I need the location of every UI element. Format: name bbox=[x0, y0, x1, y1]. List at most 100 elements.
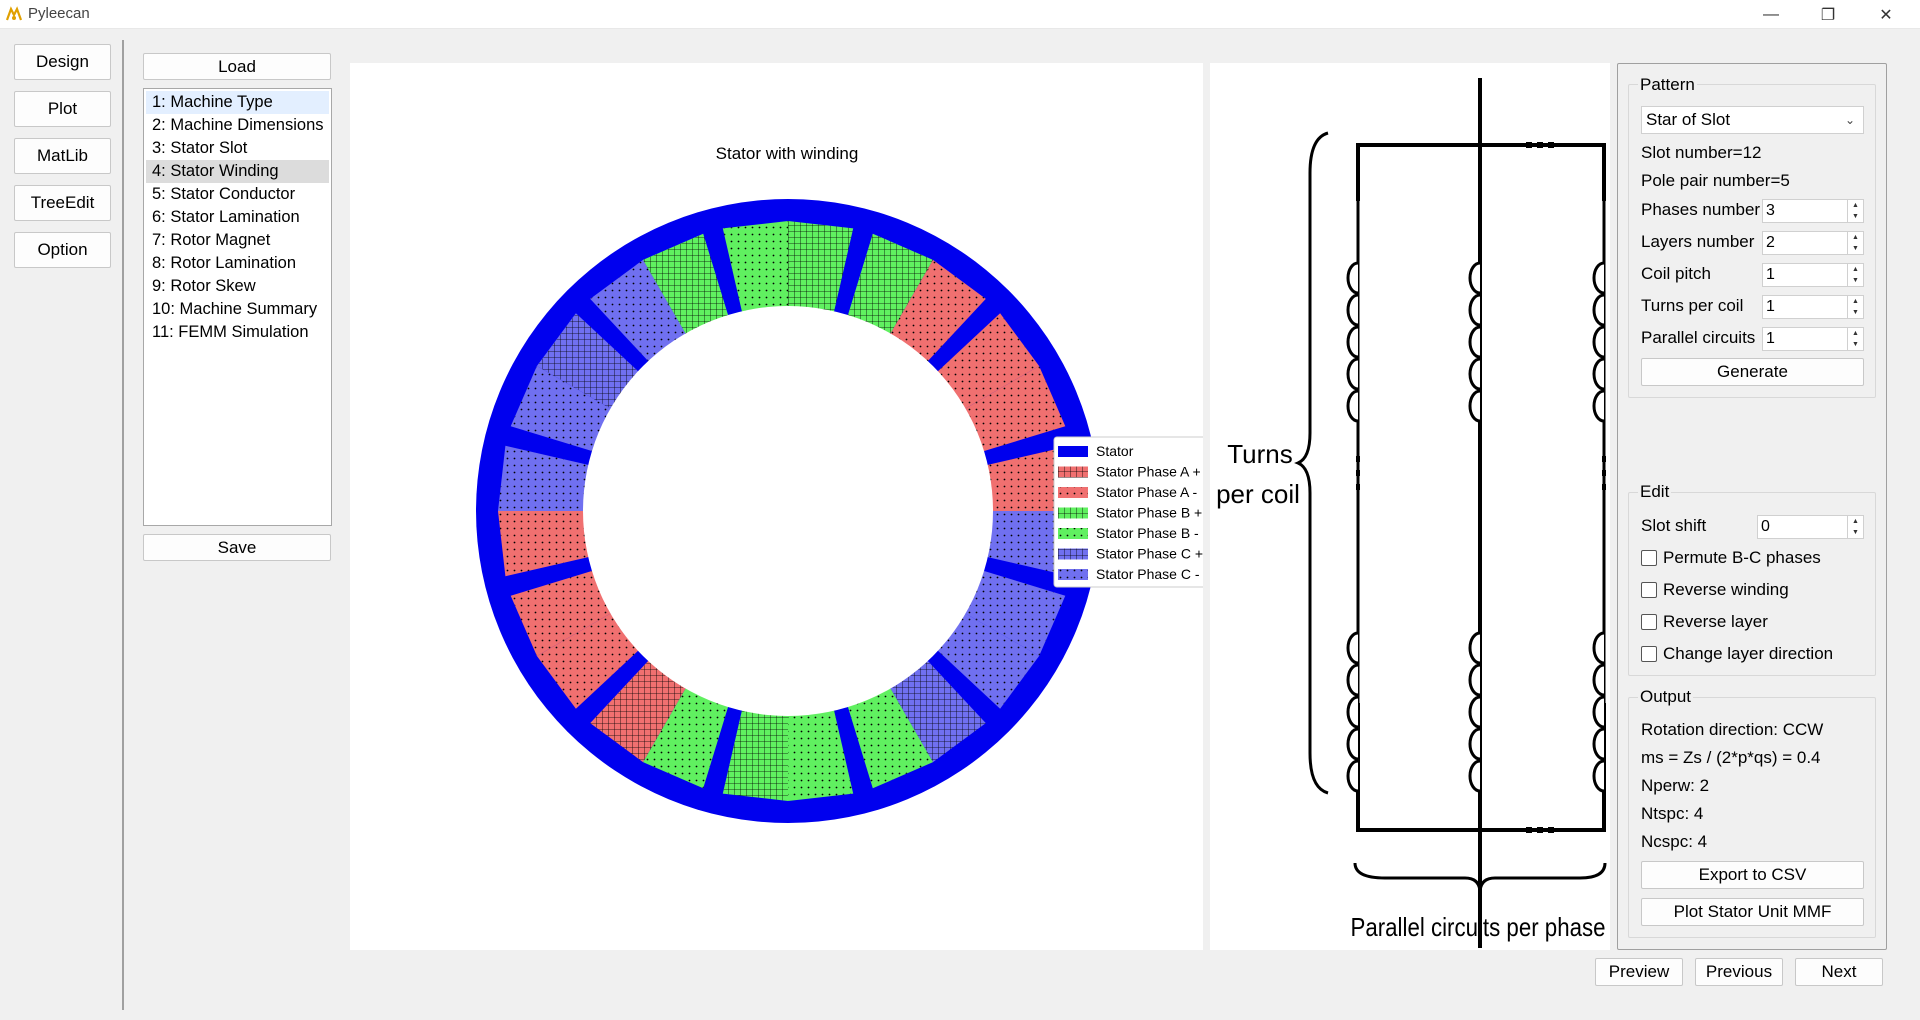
coil-turn bbox=[1468, 357, 1481, 391]
coil-turn bbox=[1346, 261, 1359, 295]
coil-turn bbox=[1592, 261, 1605, 295]
step-item-femm-simulation[interactable]: 11: FEMM Simulation bbox=[152, 323, 309, 341]
generate-button[interactable]: Generate bbox=[1641, 358, 1864, 386]
export-csv-button[interactable]: Export to CSV bbox=[1641, 861, 1864, 889]
step-item-rotor-magnet[interactable]: 7: Rotor Magnet bbox=[152, 231, 271, 249]
spin-down-icon[interactable]: ▼ bbox=[1852, 529, 1859, 536]
change-layer-direction-checkbox[interactable] bbox=[1641, 646, 1657, 662]
step-item-stator-conductor[interactable]: 5: Stator Conductor bbox=[152, 185, 296, 203]
spin-up-icon[interactable]: ▲ bbox=[1852, 330, 1859, 337]
coil-turn bbox=[1346, 759, 1359, 793]
slot-1-right-hatch bbox=[788, 221, 854, 317]
edit-group bbox=[1628, 492, 1876, 676]
coil-turn bbox=[1592, 663, 1605, 697]
spin-down-icon[interactable]: ▼ bbox=[1852, 277, 1859, 284]
plot-stator-mmf-button[interactable]: Plot Stator Unit MMF bbox=[1641, 898, 1864, 926]
continuation-dot bbox=[1478, 456, 1482, 462]
turns-per-coil-label: Turns per coil bbox=[1216, 439, 1300, 509]
design-button[interactable]: Design bbox=[14, 44, 111, 80]
parallel-circuit-diagram: Turns per coil Parallel circuits per phas… bbox=[1216, 78, 1607, 948]
slot-8-right-hatch bbox=[590, 657, 688, 763]
step-item-rotor-skew[interactable]: 9: Rotor Skew bbox=[152, 277, 256, 295]
spin-down-icon[interactable]: ▼ bbox=[1852, 309, 1859, 316]
plot-title: Stator with winding bbox=[716, 144, 859, 163]
option-button[interactable]: Option bbox=[14, 232, 111, 268]
close-button[interactable]: ✕ bbox=[1863, 0, 1909, 29]
slot-3-left-hatch bbox=[934, 313, 1040, 411]
spin-up-icon[interactable]: ▲ bbox=[1852, 266, 1859, 273]
layers-number-label: Layers number bbox=[1641, 232, 1755, 251]
pattern-type-value: Star of Slot bbox=[1646, 110, 1731, 129]
slot-11-left-hatch bbox=[510, 366, 615, 453]
title-bar: Pyleecan — ❐ ✕ bbox=[0, 0, 1920, 29]
coil-turn bbox=[1468, 261, 1481, 295]
spin-up-icon[interactable]: ▲ bbox=[1852, 298, 1859, 305]
step-item-machine-summary[interactable]: 10: Machine Summary bbox=[152, 300, 318, 318]
spin-up-icon[interactable]: ▲ bbox=[1852, 518, 1859, 525]
ncspc-text: Ncspc: 4 bbox=[1641, 832, 1708, 851]
coil-turn bbox=[1346, 357, 1359, 391]
coil-turn bbox=[1468, 293, 1481, 327]
continuation-dot bbox=[1602, 470, 1606, 476]
phases-number-spinbox[interactable]: 3 ▲ ▼ bbox=[1762, 199, 1864, 223]
step-item-machine-dimensions[interactable]: 2: Machine Dimensions bbox=[152, 116, 324, 134]
permute-bc-label: Permute B-C phases bbox=[1663, 548, 1821, 567]
step-item-stator-slot[interactable]: 3: Stator Slot bbox=[152, 139, 248, 157]
step-item-stator-lamination[interactable]: 6: Stator Lamination bbox=[152, 208, 300, 226]
pole-pair-text: Pole pair number=5 bbox=[1641, 171, 1790, 190]
step-item-machine-type[interactable]: 1: Machine Type bbox=[146, 91, 329, 114]
slot-number-text: Slot number=12 bbox=[1641, 143, 1762, 162]
permute-bc-checkbox[interactable] bbox=[1641, 550, 1657, 566]
coil-turn bbox=[1468, 389, 1481, 423]
pattern-type-select[interactable]: Star of Slot ⌄ bbox=[1641, 106, 1864, 134]
spin-up-icon[interactable]: ▲ bbox=[1852, 202, 1859, 209]
slot-2-left-hatch bbox=[846, 233, 933, 338]
reverse-winding-checkbox[interactable] bbox=[1641, 582, 1657, 598]
restore-button[interactable]: ❐ bbox=[1805, 0, 1851, 29]
plot-button[interactable]: Plot bbox=[14, 91, 111, 127]
spin-up-icon[interactable]: ▲ bbox=[1852, 234, 1859, 241]
restore-icon: ❐ bbox=[1820, 6, 1836, 24]
parallel-circuits-spinbox[interactable]: 1 ▲ ▼ bbox=[1762, 327, 1864, 351]
slots-group bbox=[498, 221, 1078, 801]
spin-down-icon[interactable]: ▼ bbox=[1852, 245, 1859, 252]
step-list[interactable]: 1: Machine Type 2: Machine Dimensions 3:… bbox=[143, 88, 332, 526]
coil-pitch-value: 1 bbox=[1766, 266, 1775, 283]
minimize-button[interactable]: — bbox=[1748, 0, 1794, 29]
spin-down-icon[interactable]: ▼ bbox=[1852, 341, 1859, 348]
nav-separator bbox=[122, 40, 124, 1010]
coil-turn bbox=[1468, 663, 1481, 697]
ms-text: ms = Zs / (2*p*qs) = 0.4 bbox=[1641, 748, 1821, 767]
save-button[interactable]: Save bbox=[143, 534, 331, 561]
coil-turn bbox=[1346, 695, 1359, 729]
reverse-layer-checkbox[interactable] bbox=[1641, 614, 1657, 630]
step-item-stator-winding[interactable]: 4: Stator Winding bbox=[146, 160, 329, 183]
preview-button[interactable]: Preview bbox=[1595, 958, 1683, 986]
continuation-dot bbox=[1356, 456, 1360, 462]
slot-12-right-hatch bbox=[643, 233, 730, 338]
load-button[interactable]: Load bbox=[143, 53, 331, 80]
coil-pitch-label: Coil pitch bbox=[1641, 264, 1711, 283]
coil-turn bbox=[1468, 325, 1481, 359]
slot-shift-value: 0 bbox=[1761, 518, 1770, 535]
winding-plot-panel: Stator with winding Stator Stator Phase A… bbox=[350, 63, 1223, 950]
matlib-button[interactable]: MatLib bbox=[14, 138, 111, 174]
parallel-circuits-label: Parallel circuits per phase bbox=[1351, 912, 1606, 942]
phases-number-value: 3 bbox=[1766, 202, 1775, 219]
layers-number-spinbox[interactable]: 2 ▲ ▼ bbox=[1762, 231, 1864, 255]
coil-turn bbox=[1592, 695, 1605, 729]
slot-5-right-hatch bbox=[934, 611, 1040, 709]
treeedit-button[interactable]: TreeEdit bbox=[14, 185, 111, 221]
previous-button[interactable]: Previous bbox=[1695, 958, 1783, 986]
turns-per-coil-value: 1 bbox=[1766, 298, 1775, 315]
slot-shift-spinbox[interactable]: 0 ▲ ▼ bbox=[1757, 515, 1864, 539]
next-button[interactable]: Next bbox=[1795, 958, 1883, 986]
slot-9-left-hatch bbox=[536, 611, 642, 709]
step-item-rotor-lamination[interactable]: 8: Rotor Lamination bbox=[152, 254, 296, 272]
continuation-dot bbox=[1478, 470, 1482, 476]
coil-turn bbox=[1346, 727, 1359, 761]
coil-pitch-spinbox[interactable]: 1 ▲ ▼ bbox=[1762, 263, 1864, 287]
spin-down-icon[interactable]: ▼ bbox=[1852, 213, 1859, 220]
turns-per-coil-spinbox[interactable]: 1 ▲ ▼ bbox=[1762, 295, 1864, 319]
continuation-dot bbox=[1602, 456, 1606, 462]
